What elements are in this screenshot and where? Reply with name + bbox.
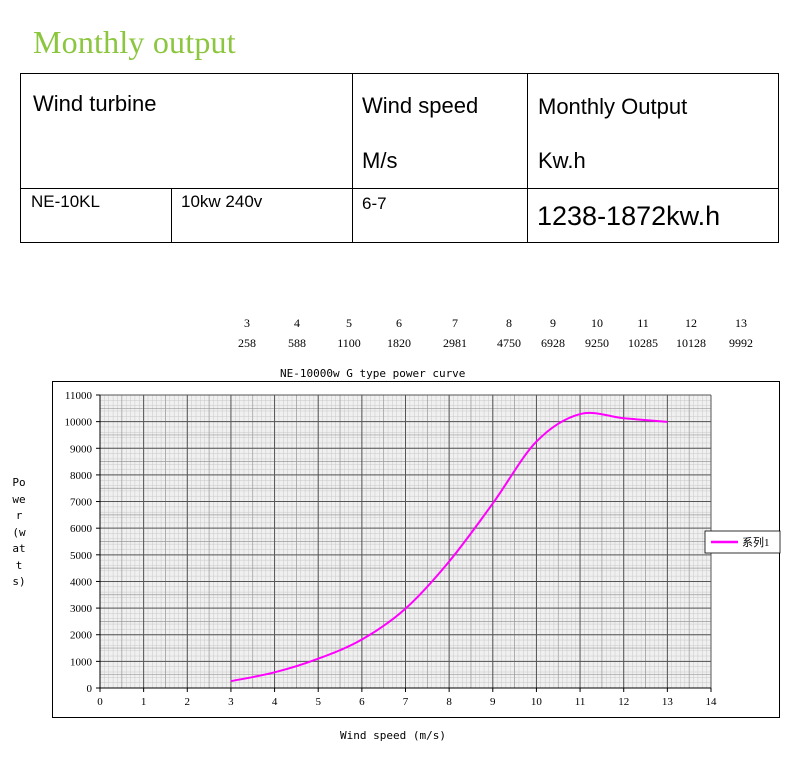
y-tick-label: 8000 [70, 470, 93, 482]
speed-value: 8 [506, 316, 512, 330]
power-value: 1820 [387, 336, 411, 350]
speed-value: 11 [637, 316, 649, 330]
speed-value: 13 [735, 316, 747, 330]
chart-title: NE-10000w G type power curve [280, 367, 466, 380]
cell-rating: 10kw 240v [181, 192, 263, 211]
table-divider [527, 74, 528, 242]
x-tick-label: 4 [272, 696, 278, 708]
speed-value: 10 [591, 316, 603, 330]
y-tick-label: 5000 [70, 550, 93, 562]
header-wind-turbine: Wind turbine [33, 91, 157, 116]
x-tick-label: 1 [141, 696, 147, 708]
table-divider [21, 188, 778, 189]
table-divider [171, 188, 172, 242]
power-value: 6928 [541, 336, 565, 350]
page-title: Monthly output [33, 24, 236, 60]
speed-value: 6 [396, 316, 402, 330]
header-output-unit: Kw.h [538, 148, 586, 173]
x-tick-label: 8 [446, 696, 452, 708]
power-value: 2981 [443, 336, 467, 350]
x-tick-label: 11 [575, 696, 586, 708]
power-value: 9992 [729, 336, 753, 350]
power-value: 10285 [628, 336, 658, 350]
speed-value: 12 [685, 316, 697, 330]
header-monthly-output: Monthly Output [538, 94, 688, 119]
y-tick-label: 7000 [70, 497, 93, 509]
x-axis-label: Wind speed (m/s) [340, 729, 446, 742]
legend-label: 系列1 [742, 535, 770, 549]
x-tick-label: 10 [531, 696, 543, 708]
power-value: 588 [288, 336, 306, 350]
x-tick-label: 2 [185, 696, 191, 708]
y-tick-label: 10000 [65, 417, 93, 429]
y-tick-label: 6000 [70, 523, 93, 535]
power-value: 1100 [337, 336, 361, 350]
power-value: 4750 [497, 336, 521, 350]
x-tick-label: 13 [662, 696, 674, 708]
y-tick-label: 0 [87, 683, 93, 695]
x-tick-label: 6 [359, 696, 365, 708]
header-wind-speed-unit: M/s [362, 148, 398, 173]
y-tick-label: 9000 [70, 443, 93, 455]
header-wind-speed: Wind speed [362, 93, 479, 118]
speed-value: 7 [452, 316, 458, 330]
speed-value: 5 [346, 316, 352, 330]
power-value: 258 [238, 336, 256, 350]
power-value: 10128 [676, 336, 706, 350]
speed-value: 4 [294, 316, 300, 330]
cell-output: 1238-1872kw.h [537, 201, 721, 231]
y-tick-label: 11000 [65, 390, 93, 402]
y-tick-label: 4000 [70, 576, 93, 588]
speed-value: 3 [244, 316, 250, 330]
x-tick-label: 5 [315, 696, 321, 708]
y-tick-label: 2000 [70, 630, 93, 642]
x-tick-label: 14 [706, 696, 718, 708]
cell-speed: 6-7 [362, 194, 387, 213]
speed-value: 9 [550, 316, 556, 330]
y-axis-label: Power(watts) [12, 476, 26, 588]
x-tick-label: 7 [403, 696, 409, 708]
spec-table: Wind turbine Wind speed M/s Monthly Outp… [20, 73, 779, 243]
y-tick-label: 3000 [70, 603, 93, 615]
table-divider [352, 74, 353, 242]
power-value: 9250 [585, 336, 609, 350]
x-tick-label: 12 [618, 696, 629, 708]
x-tick-label: 9 [490, 696, 496, 708]
legend-box [704, 530, 781, 554]
y-tick-label: 1000 [70, 656, 93, 668]
cell-model: NE-10KL [31, 192, 100, 211]
series-line [230, 411, 668, 683]
x-tick-label: 3 [228, 696, 234, 708]
x-tick-label: 0 [97, 696, 103, 708]
